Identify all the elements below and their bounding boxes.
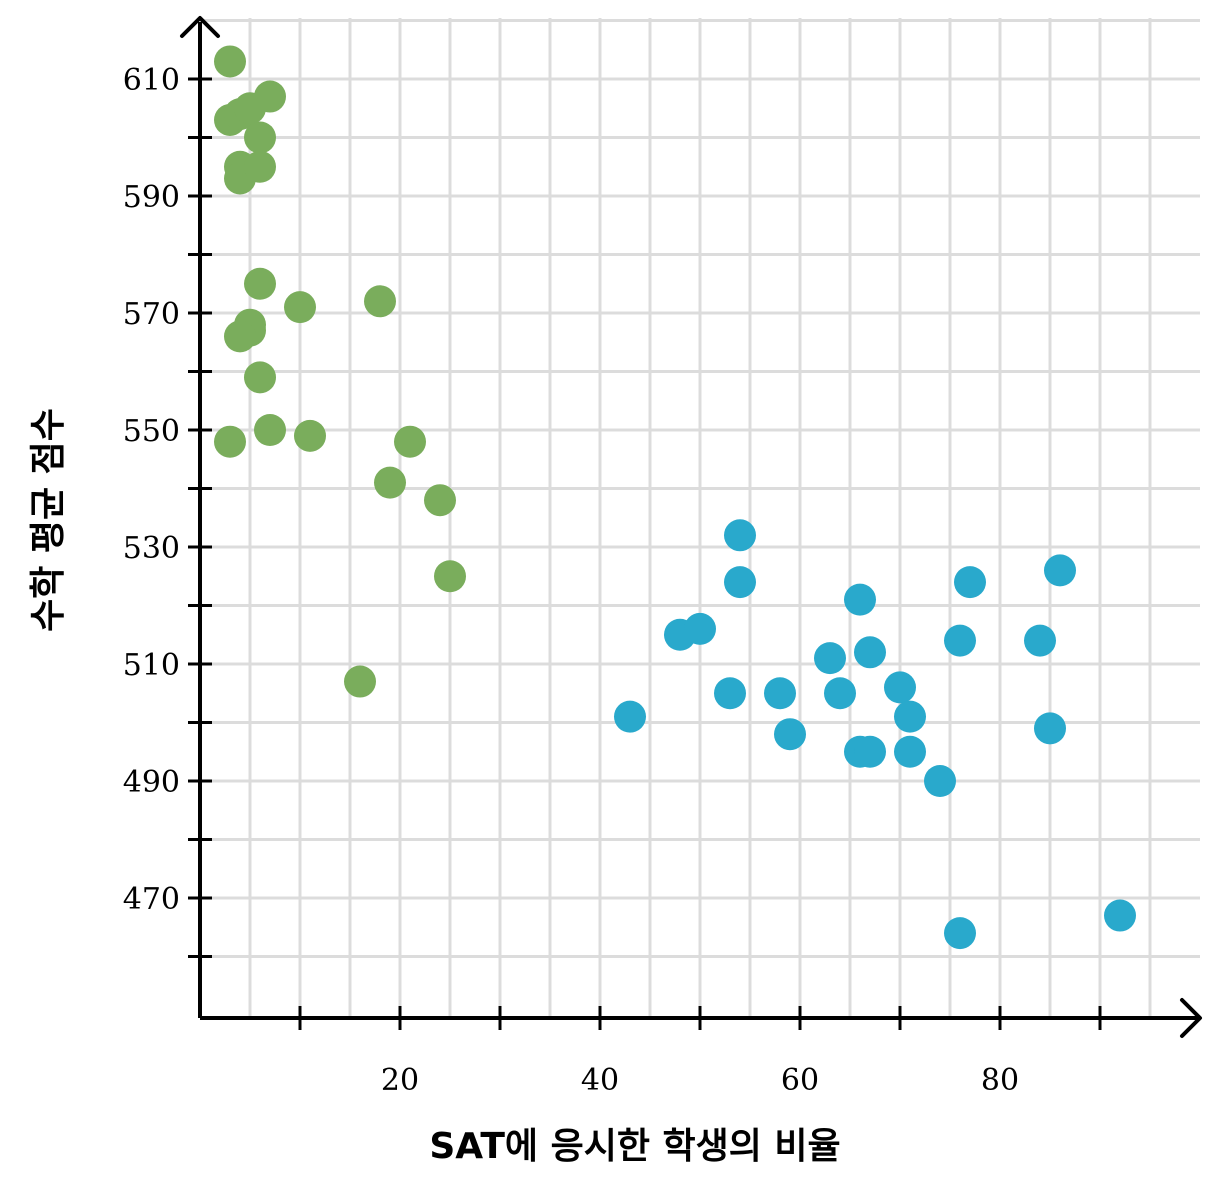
data-point — [294, 419, 326, 452]
data-point — [434, 560, 466, 593]
x-tick-label: 20 — [381, 1063, 419, 1098]
data-point — [944, 917, 976, 950]
x-axis-title: SAT에 응시한 학생의 비율 — [429, 1126, 840, 1167]
data-point — [224, 320, 256, 353]
data-point — [724, 519, 756, 552]
data-point — [244, 361, 276, 394]
y-tick-label: 470 — [123, 882, 180, 917]
data-point — [854, 636, 886, 669]
y-tick-label: 510 — [123, 648, 180, 683]
data-point — [254, 414, 286, 446]
x-tick-labels: 20 40 60 80 — [381, 1063, 1019, 1098]
axes — [180, 16, 1202, 1038]
data-point — [764, 677, 796, 710]
grid-lines — [200, 18, 1200, 1018]
data-point — [1044, 554, 1076, 587]
data-point — [214, 45, 246, 78]
data-point — [854, 735, 886, 768]
data-point — [944, 624, 976, 657]
data-point — [214, 425, 246, 458]
data-point — [714, 677, 746, 710]
y-tick-label: 570 — [123, 297, 180, 332]
data-point — [824, 677, 856, 710]
data-point — [344, 665, 376, 698]
y-tick-label: 550 — [123, 414, 180, 449]
data-point — [774, 718, 806, 751]
data-point — [424, 484, 456, 517]
x-tick-label: 40 — [581, 1063, 619, 1098]
data-point — [394, 425, 426, 458]
data-point — [374, 466, 406, 499]
y-tick-labels: 470 490 510 530 550 570 590 610 — [123, 63, 180, 917]
x-tick-label: 60 — [781, 1063, 819, 1098]
data-point — [894, 735, 926, 768]
x-axis-arrow — [1180, 998, 1202, 1038]
x-tick-label: 80 — [981, 1063, 1019, 1098]
data-point — [1024, 624, 1056, 657]
data-point — [814, 642, 846, 675]
data-point — [254, 80, 286, 113]
data-point — [724, 566, 756, 599]
data-point — [244, 150, 276, 183]
data-point — [894, 700, 926, 733]
y-axis-title: 수학 평균 점수 — [28, 408, 69, 632]
data-point — [364, 285, 396, 318]
y-tick-label: 530 — [123, 531, 180, 566]
data-point — [844, 583, 876, 616]
data-point — [924, 765, 956, 797]
data-point — [884, 671, 916, 704]
y-axis-arrow — [180, 16, 220, 38]
data-points — [214, 45, 1136, 950]
data-point — [1034, 712, 1066, 745]
data-point — [614, 700, 646, 733]
y-tick-label: 610 — [123, 63, 180, 98]
data-point — [954, 566, 986, 599]
data-point — [284, 291, 316, 324]
y-tick-label: 490 — [123, 765, 180, 800]
y-tick-label: 590 — [123, 180, 180, 215]
data-point — [244, 267, 276, 300]
data-point — [244, 121, 276, 154]
data-point — [1104, 899, 1136, 932]
data-point — [684, 612, 716, 645]
